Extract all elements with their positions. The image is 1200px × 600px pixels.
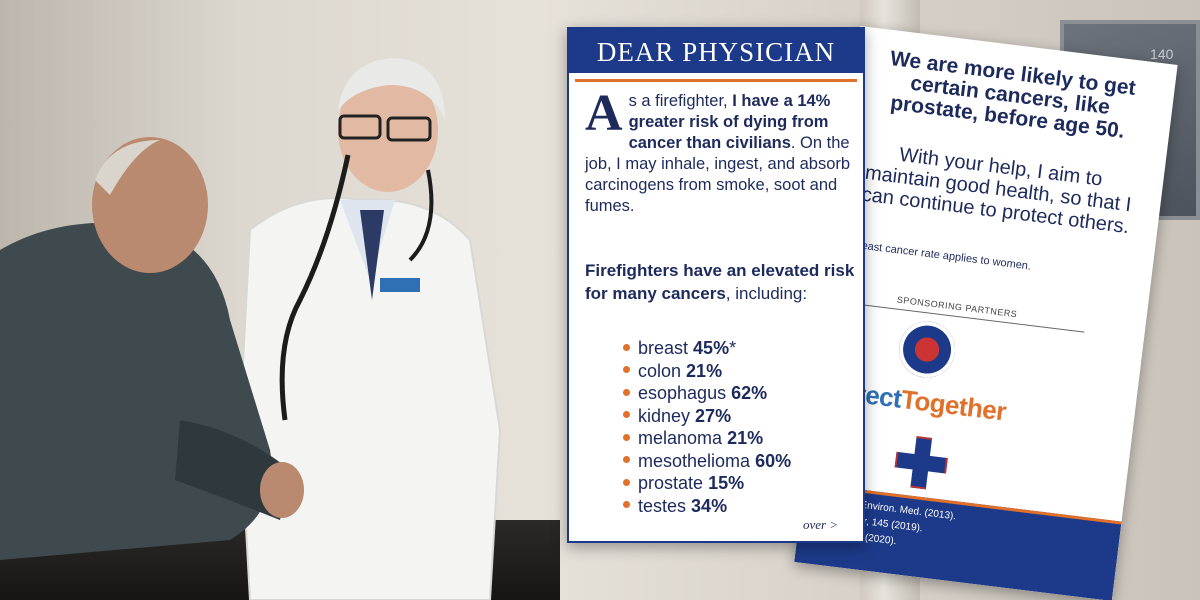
bullet-icon — [623, 478, 630, 486]
back-card-body: With your help, I aim to maintain good h… — [860, 143, 1133, 239]
elevated-risk-paragraph: Firefighters have an elevated risk for m… — [585, 259, 855, 305]
intro-rest: . On the job, I may inhale, ingest, and … — [585, 134, 851, 215]
cancer-risk-percent: 21% — [727, 428, 764, 448]
cancer-risk-percent: 62% — [731, 383, 768, 403]
cancer-name: colon — [638, 360, 682, 381]
people-illustration — [0, 58, 502, 600]
cancer-name: kidney — [638, 405, 691, 426]
intro-risk-statement: I have a 14% greater risk of dying from … — [628, 92, 831, 152]
cancer-name: testes — [638, 495, 687, 516]
bullet-icon — [623, 501, 630, 509]
cancer-name: prostate — [638, 473, 704, 493]
research-center-seal-icon — [895, 318, 959, 381]
front-card-header — [569, 29, 863, 73]
cancer-list: breast 45%* colon 21% esophagus 62% kidn… — [623, 337, 791, 517]
cancer-name: mesothelioma — [638, 450, 751, 471]
cancer-name: esophagus — [638, 383, 727, 403]
elevated-risk-rest: , including: — [725, 284, 808, 303]
firefighter-network-badge-icon — [892, 434, 950, 492]
list-item: testes 34% — [623, 495, 791, 518]
list-item: prostate 15% — [623, 472, 791, 495]
list-item: breast 45%* — [623, 337, 791, 360]
list-item: mesothelioma 60% — [623, 450, 791, 473]
list-item: colon 21% — [623, 360, 791, 383]
bullet-icon — [623, 366, 630, 374]
cancer-risk-percent: 45% — [693, 338, 730, 358]
list-item: melanoma 21% — [623, 427, 791, 450]
front-card-title: DEAR PHYSICIAN — [596, 37, 836, 67]
cancer-name: breast — [638, 338, 689, 358]
breast-cancer-footnote: * Breast cancer rate applies to women. — [842, 237, 1032, 273]
cancer-risk-percent: 21% — [686, 360, 723, 381]
cancer-risk-percent: 15% — [708, 473, 745, 493]
cancer-risk-percent: 60% — [755, 450, 792, 471]
bullet-icon — [623, 456, 630, 464]
over-link: over > — [803, 517, 839, 532]
logo-together: Together — [899, 383, 1008, 427]
list-item: kidney 27% — [623, 405, 791, 428]
elevated-risk-heading: Firefighters have an elevated risk for m… — [585, 261, 855, 303]
bullet-icon — [623, 388, 630, 396]
cancer-risk-percent: 34% — [691, 495, 728, 516]
patient — [0, 137, 304, 560]
footnote-mark: * — [729, 338, 737, 358]
intro-lead: s a firefighter, — [628, 92, 733, 110]
bullet-icon — [623, 343, 630, 351]
cancer-risk-percent: 27% — [695, 405, 732, 426]
bullet-icon — [623, 433, 630, 441]
list-item: esophagus 62% — [623, 382, 791, 405]
orange-divider — [575, 79, 857, 82]
cancer-name: melanoma — [638, 428, 723, 448]
bullet-icon — [623, 411, 630, 419]
doctor — [238, 58, 502, 600]
back-card-lead: We are more likely to get certain cancer… — [888, 47, 1137, 143]
drop-cap: A — [585, 85, 623, 142]
room-number: 140 — [1150, 46, 1174, 62]
